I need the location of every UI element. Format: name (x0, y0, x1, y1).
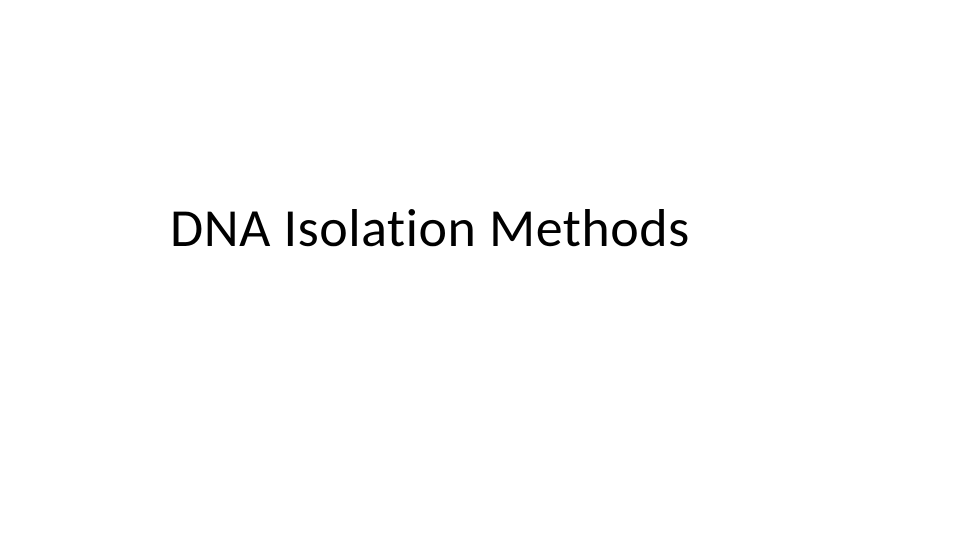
slide-container: DNA Isolation Methods (0, 0, 960, 540)
slide-title: DNA Isolation Methods (170, 195, 690, 261)
